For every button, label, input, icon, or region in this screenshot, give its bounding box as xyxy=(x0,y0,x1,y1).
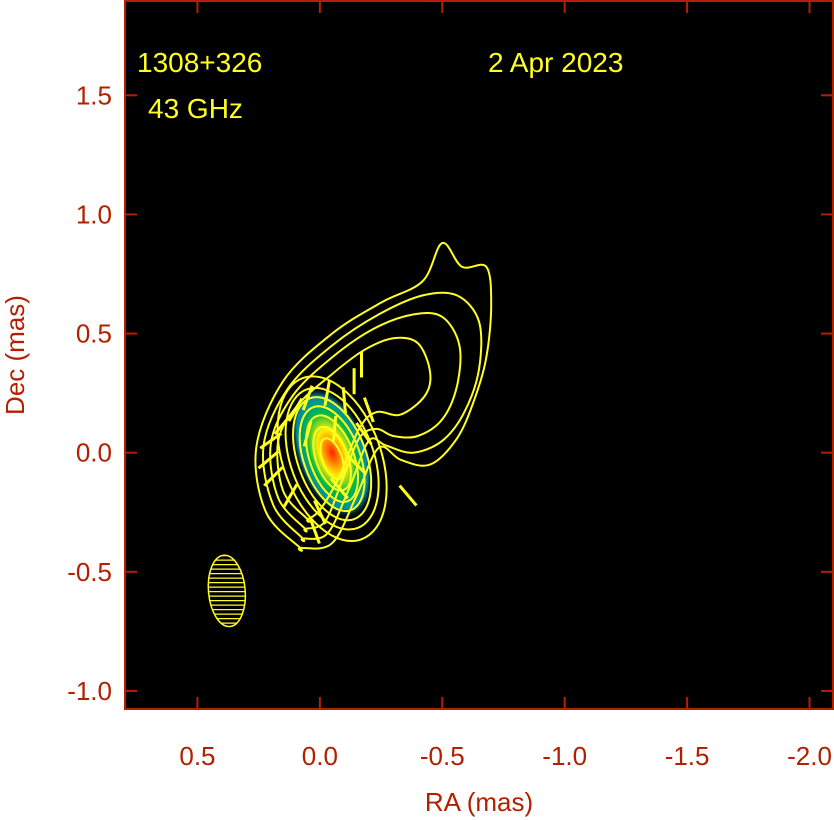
x-tick-label: -1.5 xyxy=(665,741,710,771)
evpa-vector xyxy=(341,387,347,414)
axes-layer xyxy=(124,0,834,710)
y-tick-label: 0.0 xyxy=(76,438,112,468)
plot-frame xyxy=(124,0,834,710)
tick-labels: 0.5 0.0 -0.5 -1.0 -1.5 -2.0 1.5 1.0 0.5 0.0 -0.5 -1… xyxy=(67,80,832,771)
evpa-vector xyxy=(282,483,299,508)
contour-layer xyxy=(254,241,493,552)
evpa-vector xyxy=(301,385,314,411)
evpa-vector xyxy=(346,454,367,475)
evpa-vector xyxy=(259,432,283,450)
x-tick-label: 0.0 xyxy=(302,741,338,771)
evpa-vector xyxy=(331,415,338,442)
beam-ellipse xyxy=(207,554,247,628)
y-axis-label: Dec (mas) xyxy=(0,295,30,415)
evpa-vector xyxy=(323,380,331,407)
evpa-layer xyxy=(257,351,418,545)
y-tick-label: 0.5 xyxy=(76,319,112,349)
jet-contour xyxy=(269,312,462,533)
core-contour xyxy=(292,396,373,522)
evpa-vector xyxy=(302,420,313,447)
evpa-vector xyxy=(362,397,375,423)
evpa-vector xyxy=(309,518,321,545)
source-name-label: 1308+326 xyxy=(137,47,262,78)
x-tick-label: -2.0 xyxy=(787,741,832,771)
core-contour xyxy=(319,437,345,481)
core-contour xyxy=(305,414,359,503)
y-tick-label: 1.0 xyxy=(76,199,112,229)
x-tick-label: 0.5 xyxy=(179,741,215,771)
y-tick-label: 1.5 xyxy=(76,80,112,110)
evpa-vector xyxy=(273,413,293,436)
evpa-vector xyxy=(313,499,327,525)
core-contour xyxy=(276,375,388,543)
evpa-vector xyxy=(398,484,418,507)
x-tick-label: -1.0 xyxy=(542,741,587,771)
y-tick-label: -0.5 xyxy=(67,557,112,587)
evpa-vector xyxy=(287,397,304,422)
core-contour xyxy=(284,386,380,531)
x-axis-label: RA (mas) xyxy=(425,787,533,817)
y-tick-label: -1.0 xyxy=(67,676,112,706)
evpa-vector xyxy=(355,422,373,446)
x-tick-label: -0.5 xyxy=(420,741,465,771)
frequency-label: 43 GHz xyxy=(148,93,243,124)
evpa-vector xyxy=(257,450,280,470)
date-label: 2 Apr 2023 xyxy=(488,47,623,78)
evpa-vector xyxy=(263,466,284,487)
core-contour xyxy=(298,405,366,513)
evpa-vector xyxy=(329,477,349,500)
core-contour xyxy=(312,425,352,492)
